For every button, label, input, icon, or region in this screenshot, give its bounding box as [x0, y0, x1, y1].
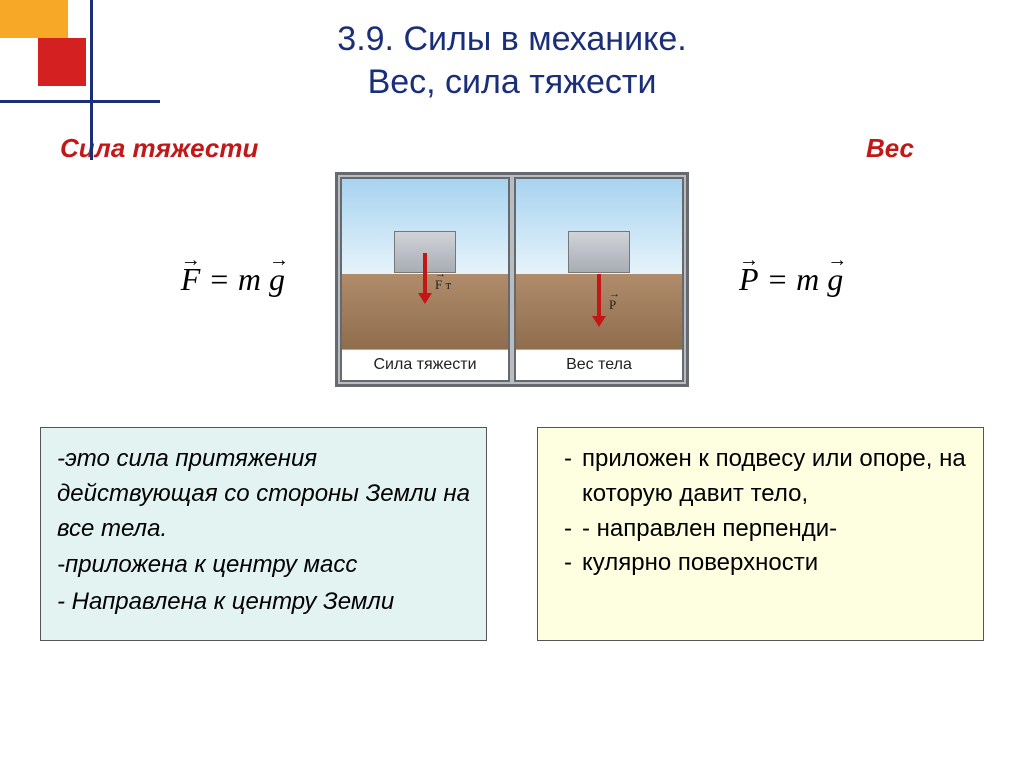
dash-icon: - — [554, 442, 582, 512]
vector-P: → P — [739, 261, 759, 298]
formula-weight: → P = m → g — [719, 261, 863, 298]
card-left-p3: - Направлена к центру Земли — [57, 585, 470, 620]
diagram-panel-gravity: → F т Сила тяжести — [340, 177, 510, 382]
symbol-m: m — [238, 261, 261, 297]
card-left-p2: -приложена к центру масс — [57, 548, 470, 583]
list-item-text: приложен к подвесу или опоре, на которую… — [582, 442, 967, 512]
bottom-row: -это сила притяжения действующая со стор… — [0, 387, 1024, 641]
panel-caption-gravity: Сила тяжести — [342, 349, 508, 380]
formula-gravity: → F = m → g — [161, 261, 305, 298]
vector-g: → g — [827, 261, 843, 298]
vector-arrow-icon: → — [827, 249, 843, 272]
slide-title: 3.9. Силы в механике. Вес, сила тяжести — [0, 0, 1024, 103]
card-gravity-description: -это сила притяжения действующая со стор… — [40, 427, 487, 641]
arrow-sym-icon: → — [609, 288, 620, 300]
diagram-panel-weight: → P Вес тела — [514, 177, 684, 382]
vector-arrow-icon: → — [739, 249, 759, 272]
vector-g: → g — [269, 261, 285, 298]
card-weight-description: - приложен к подвесу или опоре, на котор… — [537, 427, 984, 641]
list-item-text: - направлен перпенди- — [582, 512, 837, 547]
card-left-p1: -это сила притяжения действующая со стор… — [57, 442, 470, 546]
force-arrow-head-icon — [592, 316, 606, 327]
list-item-text: кулярно поверхности — [582, 546, 818, 581]
title-line-2: Вес, сила тяжести — [368, 63, 657, 101]
panel-caption-weight: Вес тела — [516, 349, 682, 380]
vector-arrow-icon: → — [181, 249, 201, 272]
symbol-m: m — [796, 261, 819, 297]
mid-row: → F = m → g → F т Сила тяжести — [0, 172, 1024, 387]
list-item: - - направлен перпенди- — [554, 512, 967, 547]
arrow-sym-icon: → — [435, 268, 446, 280]
vector-F: → F — [181, 261, 201, 298]
deco-orange-square — [0, 0, 68, 38]
panel-scene: → P — [516, 179, 682, 349]
force-arrow-shaft — [597, 274, 601, 316]
list-item: - приложен к подвесу или опоре, на котор… — [554, 442, 967, 512]
block-body — [568, 231, 630, 273]
force-arrow-label: → P — [609, 297, 616, 313]
list-item: - кулярно поверхности — [554, 546, 967, 581]
labels-row: Сила тяжести Вес — [0, 133, 1024, 164]
dash-icon: - — [554, 546, 582, 581]
force-arrow-label: → F т — [435, 277, 451, 293]
symbol-equals: = — [767, 261, 789, 297]
force-arrow-head-icon — [418, 293, 432, 304]
vector-arrow-icon: → — [269, 249, 285, 272]
deco-vertical-line — [90, 0, 93, 160]
title-line-1: 3.9. Силы в механике. — [337, 20, 686, 58]
diagram-container: → F т Сила тяжести → P Вес тела — [335, 172, 689, 387]
panel-scene: → F т — [342, 179, 508, 349]
dash-icon: - — [554, 512, 582, 547]
force-arrow-shaft — [423, 253, 427, 293]
label-weight: Вес — [866, 133, 914, 164]
deco-red-square — [38, 38, 86, 86]
deco-horizontal-line — [0, 100, 160, 103]
symbol-equals: = — [208, 261, 230, 297]
